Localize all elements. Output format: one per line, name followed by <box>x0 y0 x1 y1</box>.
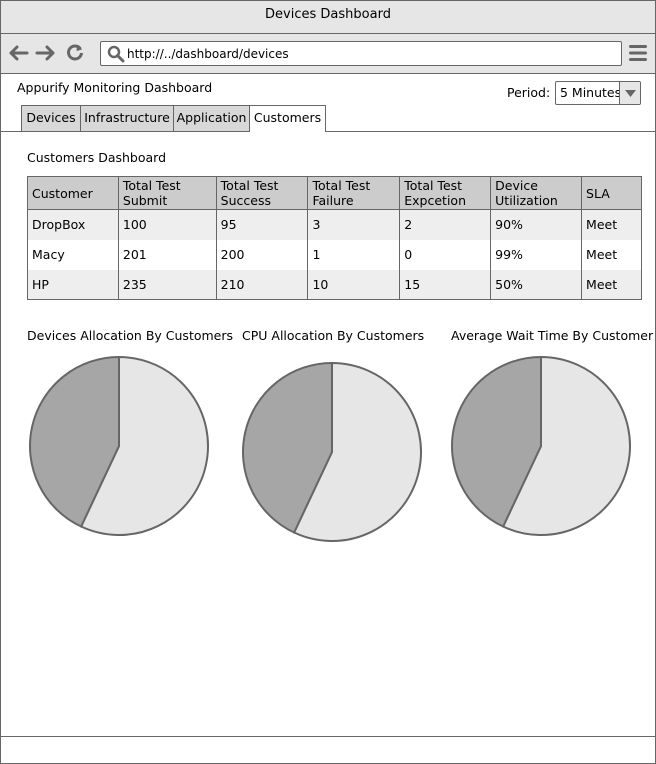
header-line: Total Test <box>312 178 371 193</box>
url-input[interactable]: http://../dashboard/devices <box>100 41 622 66</box>
chevron-down-icon[interactable] <box>619 82 640 104</box>
customers-table: Customer Total Test Submit Total Test Succ… <box>27 176 642 300</box>
forward-arrow-icon[interactable] <box>34 42 56 64</box>
table-cell: Meet <box>581 269 642 300</box>
table-cell: Meet <box>581 239 642 270</box>
table-cell: 201 <box>117 239 217 270</box>
browser-navbar: http://../dashboard/devices <box>1 34 655 74</box>
chart-title-average-wait-time: Average Wait Time By Customer <box>451 328 654 343</box>
tab-devices[interactable]: Devices <box>21 105 81 131</box>
table-cell: 95 <box>215 209 309 240</box>
header-line: Device <box>495 178 538 193</box>
pie-slice-1 <box>451 355 542 528</box>
table-row[interactable]: HP 235 210 10 15 50% Meet <box>27 269 642 300</box>
search-icon <box>107 45 125 63</box>
chart-title-cpu-allocation: CPU Allocation By Customers <box>242 328 425 343</box>
status-bar-divider <box>1 736 655 737</box>
pie-chart-average-wait-time <box>451 355 631 536</box>
chart-title-devices-allocation: Devices Allocation By Customers <box>27 328 234 343</box>
table-cell: 1 <box>307 239 401 270</box>
tab-label: Application <box>176 110 247 125</box>
tab-label: Infrastructure <box>84 110 170 125</box>
header-line: Total Test <box>404 178 463 193</box>
hamburger-menu-icon[interactable] <box>628 44 648 62</box>
active-tab-gap <box>250 131 325 132</box>
table-cell: 235 <box>117 269 217 300</box>
header-line: Customer <box>32 185 93 201</box>
pie-chart-devices-allocation <box>29 355 209 536</box>
table-cell: 10 <box>307 269 401 300</box>
pie-slice-1 <box>242 361 333 534</box>
section-title: Customers Dashboard <box>27 150 167 165</box>
table-cell: 210 <box>215 269 309 300</box>
column-header: Total Test Submit <box>117 176 217 210</box>
table-row[interactable]: DropBox 100 95 3 2 90% Meet <box>27 209 642 240</box>
window-titlebar: Devices Dashboard <box>1 1 655 34</box>
tab-label: Devices <box>26 110 76 125</box>
pie-chart-cpu-allocation <box>242 361 422 542</box>
column-header: Device Utilization <box>490 176 583 210</box>
app-title: Appurify Monitoring Dashboard <box>17 80 213 95</box>
table-cell: 50% <box>490 269 583 300</box>
header-line: Total Test <box>220 178 279 193</box>
tab-divider <box>1 131 655 132</box>
period-label: Period: <box>507 85 551 100</box>
table-cell: Macy <box>27 239 119 270</box>
header-line: Submit <box>122 193 168 208</box>
tab-application[interactable]: Application <box>173 105 250 131</box>
period-select[interactable]: 5 Minutes <box>555 81 641 105</box>
pie-slice-1 <box>29 355 120 528</box>
table-cell: Meet <box>581 209 642 240</box>
column-header: SLA <box>581 176 642 210</box>
column-header: Total Test Failure <box>307 176 401 210</box>
url-text: http://../dashboard/devices <box>127 47 289 61</box>
table-cell: 15 <box>399 269 492 300</box>
header-line: Utilization <box>495 193 558 208</box>
column-header: Total Test Expcetion <box>399 176 492 210</box>
table-cell: 3 <box>307 209 401 240</box>
header-line: Total Test <box>122 178 181 193</box>
table-cell: HP <box>27 269 119 300</box>
header-line: Failure <box>312 193 354 208</box>
reload-icon[interactable] <box>64 42 86 64</box>
tab-infrastructure[interactable]: Infrastructure <box>80 105 174 131</box>
table-header-row: Customer Total Test Submit Total Test Succ… <box>27 176 642 210</box>
table-cell: DropBox <box>27 209 119 240</box>
table-cell: 0 <box>399 239 492 270</box>
header-line: Success <box>220 193 271 208</box>
tab-customers[interactable]: Customers <box>249 105 326 132</box>
table-cell: 2 <box>399 209 492 240</box>
table-row[interactable]: Macy 201 200 1 0 99% Meet <box>27 239 642 270</box>
column-header: Customer <box>27 176 119 210</box>
back-arrow-icon[interactable] <box>8 42 30 64</box>
pie-slice-0 <box>79 355 209 536</box>
header-line: Expcetion <box>404 193 467 208</box>
period-value: 5 Minutes <box>560 85 622 100</box>
table-cell: 200 <box>215 239 309 270</box>
table-cell: 100 <box>117 209 217 240</box>
pie-slice-0 <box>501 355 631 536</box>
header-line: SLA <box>586 185 610 201</box>
column-header: Total Test Success <box>215 176 309 210</box>
pie-slice-0 <box>292 361 422 542</box>
table-cell: 90% <box>490 209 583 240</box>
table-cell: 99% <box>490 239 583 270</box>
tab-label: Customers <box>253 110 322 125</box>
window-title: Devices Dashboard <box>265 7 391 22</box>
